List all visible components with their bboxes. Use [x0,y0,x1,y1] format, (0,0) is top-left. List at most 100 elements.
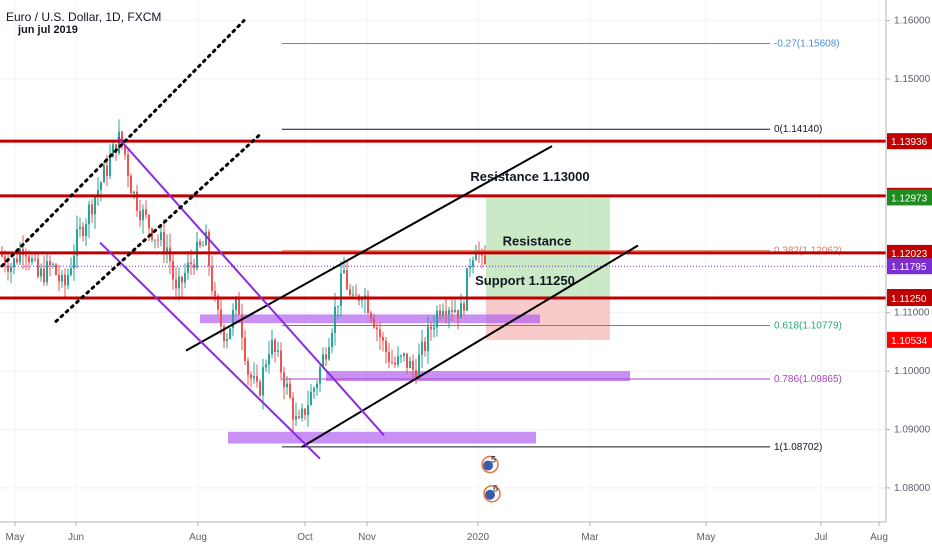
candle-body [19,248,21,263]
candle-body [271,339,273,355]
candle-body [106,165,108,176]
candle-body [232,309,234,329]
candle-body [55,264,57,275]
candle-body [199,241,201,246]
candle-body [256,376,258,382]
candle-body [49,261,51,266]
candle-body [202,245,204,247]
flag-icon [485,489,495,500]
candle-body [352,294,354,296]
candle-body [472,260,474,267]
candle-body [445,311,447,315]
price-tag-label: 1.10534 [891,336,928,347]
candle-body [46,261,48,283]
candle-body [37,258,39,277]
candle-body [85,224,87,237]
candle-body [379,329,381,337]
candle-body [100,182,102,190]
candle-body [70,268,72,275]
annotation-label: Resistance [503,233,572,248]
candle-body [103,165,105,183]
support-box [200,314,540,324]
candle-body [415,369,417,378]
candle-body [175,279,177,289]
candle-body [385,340,387,353]
candle-body [370,312,372,319]
candle-body [16,258,18,263]
time-tick-label: Jun [68,532,84,543]
trendlines [0,19,639,460]
price-tick-label: 1.11000 [894,308,930,319]
candle-body [13,258,15,268]
trendline[interactable] [99,241,321,460]
candle-body [226,338,228,342]
candle-body [310,391,312,406]
candle-body [25,255,27,257]
candle-body [91,204,93,215]
candle-body [400,355,402,357]
candle-body [283,372,285,388]
candle-body [196,241,198,269]
candle-body [205,231,207,246]
candle-body [409,361,411,368]
candle-body [448,310,450,315]
annotations: Resistance 1.13000 Resistance Support 1.11… [470,169,589,288]
candle-body [217,296,219,310]
candle-body [259,381,261,396]
trendline[interactable] [301,244,639,448]
candle-body [460,303,462,319]
candle-body [1,254,3,257]
trendline[interactable] [185,145,553,352]
trendline[interactable] [54,133,262,323]
economic-events[interactable]: 56 [481,455,501,503]
price-tick-label: 1.08000 [894,483,931,494]
price-tag-label: 1.12973 [891,193,928,204]
candle-body [61,274,63,282]
candle-body [253,376,255,379]
chart-subtitle: jun jul 2019 [18,24,78,36]
candle-body [172,261,174,280]
candle-body [412,361,414,370]
time-tick-label: Nov [358,532,376,543]
time-axis[interactable]: May Jun Aug Oct Nov 2020 Mar May Jul Aug [0,521,888,543]
candle-body [241,314,243,338]
candle-body [127,154,129,176]
trade-zones [486,197,610,340]
candle-body [421,341,423,355]
candle-body [133,191,135,194]
candle-body [466,268,468,311]
trendline[interactable] [0,19,246,268]
time-tick-label: 2020 [467,532,490,543]
candle-body [211,266,213,291]
candle-body [439,310,441,316]
price-tag [887,258,932,275]
candle-body [112,144,114,158]
price-axis[interactable]: 1.080001.090001.100001.110001.120001.130… [885,0,932,550]
price-tag-label: 1.11795 [891,262,927,273]
candle-body [292,397,294,420]
candle-body [244,337,246,362]
candle-body [148,214,150,229]
candle-body [208,231,210,267]
candle-body [361,299,363,301]
candle-body [343,270,345,274]
candle-body [67,274,69,286]
candle-body [235,297,237,310]
trendline[interactable] [117,136,385,436]
candle-body [394,362,396,365]
candle-body [157,239,159,241]
candle-body [163,232,165,254]
candle-body [418,354,420,378]
candle-body [334,306,336,333]
candle-body [94,197,96,215]
price-tag [887,290,932,307]
time-tick-label: Aug [870,532,888,543]
candle-body [190,262,192,265]
candle-body [139,210,141,221]
candle-body [373,318,375,328]
candle-body [130,175,132,194]
candle-body [145,209,147,215]
time-tick-label: Mar [581,532,599,543]
candle-body [340,273,342,306]
